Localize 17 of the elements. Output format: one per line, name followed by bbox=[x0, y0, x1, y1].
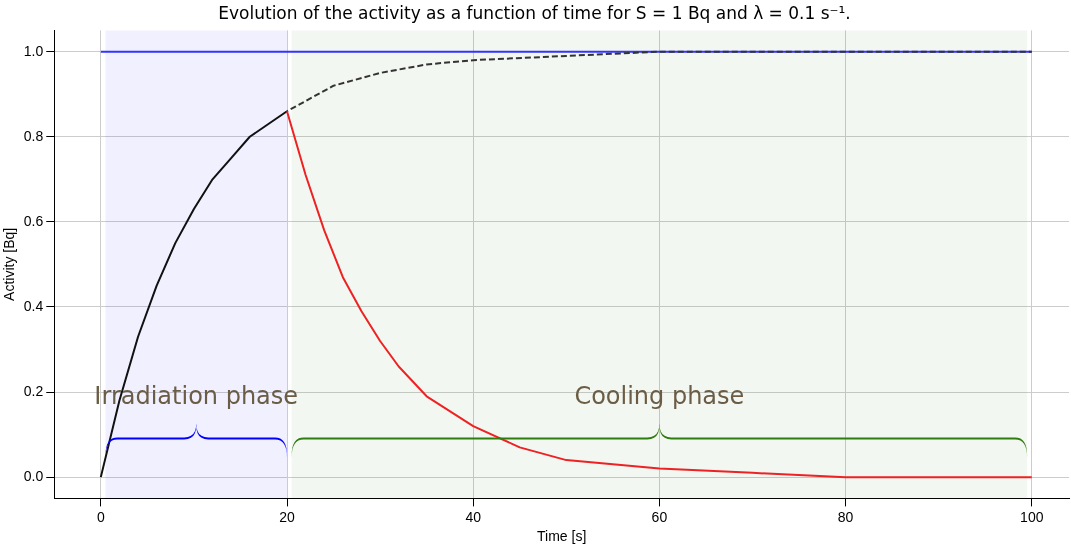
y-tick-label: 1.0 bbox=[23, 42, 44, 59]
y-tick-label: 0.6 bbox=[23, 212, 44, 229]
x-tick-label: 0 bbox=[96, 508, 105, 525]
x-tick-label: 20 bbox=[279, 508, 295, 525]
chart-title: Evolution of the activity as a function of time for S = 1 Bq and λ = 0.1 s⁻¹. bbox=[218, 2, 851, 23]
y-tick-label: 0.4 bbox=[23, 297, 44, 314]
x-tick-label: 40 bbox=[465, 508, 482, 525]
x-axis-title: Time [s] bbox=[537, 528, 587, 545]
y-tick-label: 0.0 bbox=[23, 467, 44, 484]
y-tick-label: 0.8 bbox=[23, 127, 44, 144]
y-axis-title: Activity [Bq] bbox=[1, 227, 18, 301]
x-tick-label: 80 bbox=[837, 508, 854, 525]
band-label: Cooling phase bbox=[574, 382, 745, 411]
y-tick-label: 0.2 bbox=[23, 382, 44, 399]
line-series bbox=[286, 50, 1033, 113]
x-tick-label: 60 bbox=[651, 508, 668, 525]
x-tick-label: 100 bbox=[1020, 508, 1044, 525]
